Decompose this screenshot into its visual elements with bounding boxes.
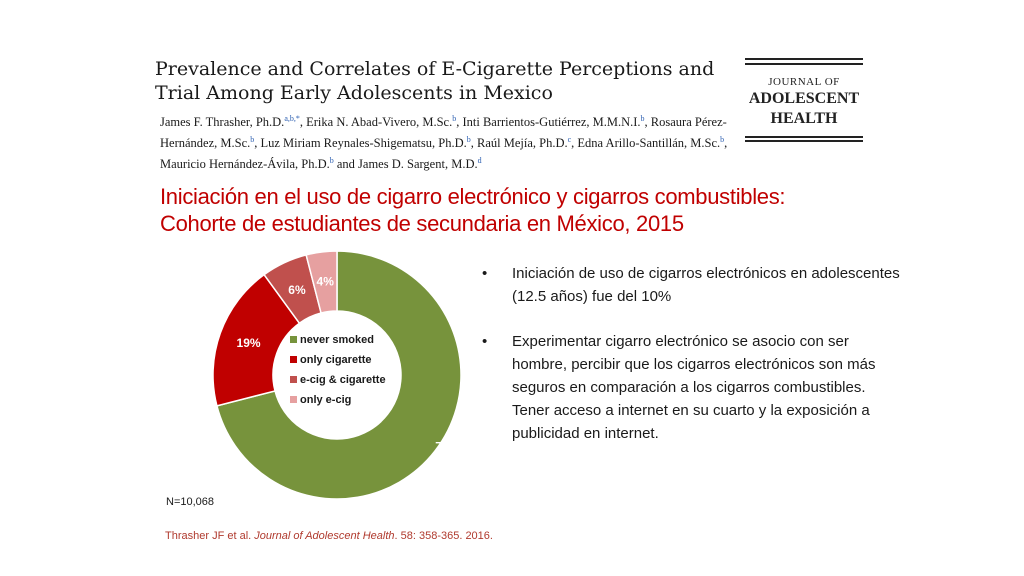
author-affiliation: c: [567, 135, 572, 145]
legend-swatch-only-ecig: [290, 396, 297, 403]
legend-swatch-never-smoked: [290, 336, 297, 343]
bullet-item: Experimentar cigarro electrónico se asoc…: [482, 330, 902, 445]
data-label-never-smoked: 71%: [435, 440, 459, 454]
slice-only-ecig: [305, 250, 338, 314]
data-label-only-ecig: 4%: [317, 275, 335, 289]
citation-details: . 58: 358-365. 2016.: [394, 530, 493, 542]
author-name: and James D. Sargent, M.D.: [336, 157, 478, 172]
author-list: James F. Thrasher, Ph.D.a,b,*, Erika N. …: [160, 114, 728, 172]
donut-chart: 71% 19% 6% 4% never smoked only cigarette e-c…: [212, 250, 462, 500]
author-affiliation: b: [250, 135, 255, 145]
author-name: Rosaura Pérez-Hernández, M.Sc.: [160, 115, 727, 151]
author-affiliation: b: [329, 156, 334, 166]
author-affiliation: a,b,*: [284, 114, 300, 123]
data-label-only-cigarette: 19%: [237, 336, 261, 350]
citation-authors: Thrasher JF et al.: [165, 530, 252, 542]
legend-label-ecig-and-cigarette: e-cig & cigarette: [300, 374, 386, 386]
legend-swatch-ecig-and-cigarette: [290, 376, 297, 383]
bullet-list: Iniciación de uso de cigarros electrónic…: [482, 262, 902, 467]
legend-label-only-cigarette: only cigarette: [300, 354, 372, 366]
slide-title-line1: Iniciación en el uso de cigarro electrón…: [160, 184, 786, 209]
journal-logo: JOURNAL OF ADOLESCENT HEALTH: [745, 58, 863, 142]
author-name: Luz Miriam Reynales-Shigematsu, Ph.D.: [260, 136, 467, 151]
legend-swatch-only-cigarette: [290, 356, 297, 363]
citation-journal: Journal of Adolescent Health: [254, 530, 395, 542]
author-name: Erika N. Abad-Vivero, M.Sc.: [306, 115, 453, 130]
paper-title: Prevalence and Correlates of E-Cigarette…: [155, 58, 715, 104]
journal-logo-line3: HEALTH: [770, 110, 838, 127]
author-name: Mauricio Hernández-Ávila, Ph.D.: [160, 157, 330, 172]
author-name: James F. Thrasher, Ph.D.: [160, 115, 285, 130]
author-affiliation: b: [720, 135, 725, 145]
journal-logo-line2: ADOLESCENT: [748, 90, 860, 107]
journal-logo-line1: JOURNAL OF: [768, 76, 840, 88]
bullet-item: Iniciación de uso de cigarros electrónic…: [482, 262, 902, 308]
author-affiliation: b: [452, 114, 457, 123]
slide-title: Iniciación en el uso de cigarro electrón…: [160, 183, 920, 237]
legend-label-never-smoked: never smoked: [300, 334, 374, 346]
legend-label-only-ecig: only e-cig: [300, 394, 351, 406]
author-name: Edna Arillo-Santillán, M.Sc.: [577, 136, 721, 151]
author-name: Raúl Mejía, Ph.D.: [476, 136, 568, 151]
citation: Thrasher JF et al. Journal of Adolescent…: [165, 530, 493, 542]
data-label-ecig-and-cigarette: 6%: [288, 283, 306, 297]
sample-size-note: N=10,068: [166, 496, 215, 508]
slide-title-line2: Cohorte de estudiantes de secundaria en …: [160, 211, 684, 236]
slice-never-smoked: [215, 250, 462, 500]
author-affiliation: b: [640, 114, 645, 123]
author-affiliation: d: [477, 156, 482, 166]
author-name: Inti Barrientos-Gutiérrez, M.M.N.I.: [462, 115, 641, 130]
author-affiliation: b: [466, 135, 471, 145]
